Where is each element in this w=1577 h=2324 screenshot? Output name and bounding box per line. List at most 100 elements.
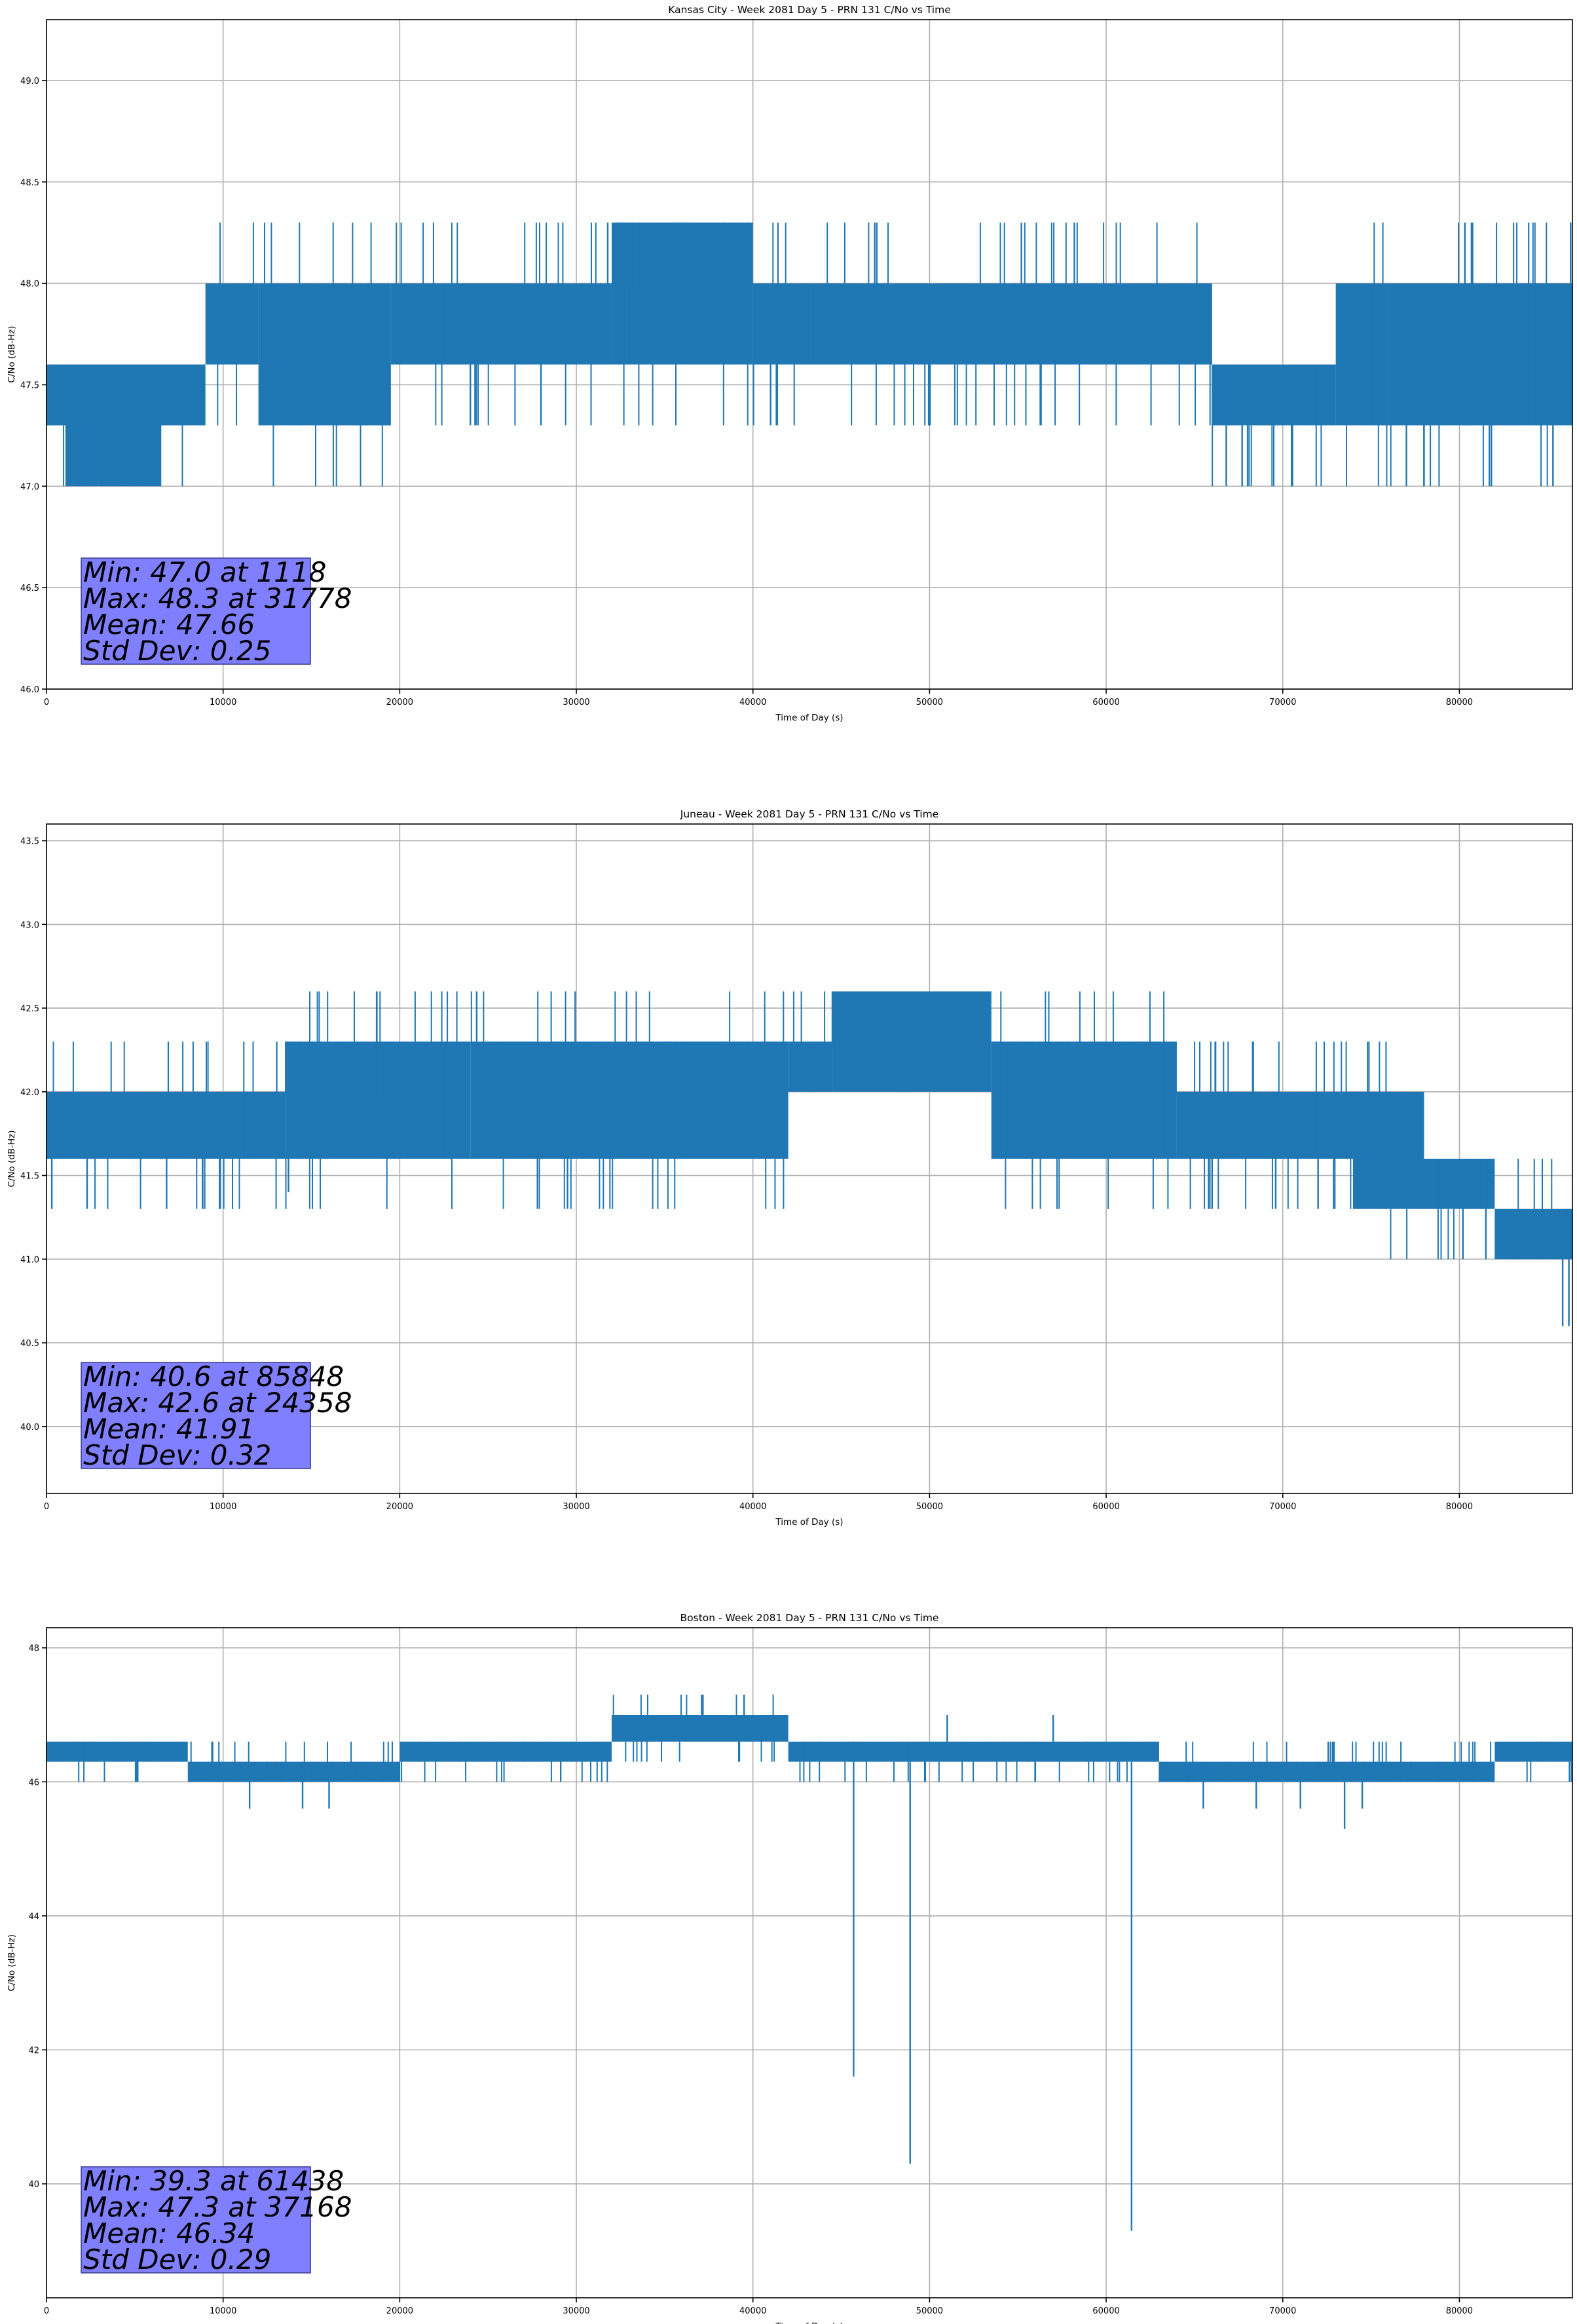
x-tick-label: 60000	[1092, 698, 1119, 707]
x-tick-label: 80000	[1446, 2306, 1473, 2316]
axes-frame	[46, 19, 1573, 690]
x-axis-label: Time of Day (s)	[775, 713, 843, 723]
stats-max: Max: 47.3 at 37168	[83, 2191, 352, 2223]
signal-band	[258, 283, 391, 426]
signal-band	[46, 1741, 188, 1762]
signal-band	[752, 283, 1212, 365]
x-tick-label: 40000	[739, 1502, 766, 1512]
y-axis-label: C/No (dB-Hz)	[7, 1934, 17, 1991]
y-tick-label: 40.5	[20, 1339, 39, 1349]
stats-min: Min: 40.6 at 85848	[83, 1360, 344, 1393]
chart-title: Kansas City - Week 2081 Day 5 - PRN 131 …	[668, 4, 951, 16]
tick-labels: 0 10000 20000 30000 40000 50000 60000 70000 8000…	[20, 837, 1473, 1512]
y-tick-label: 46	[28, 1778, 39, 1788]
stats-box-background	[81, 1362, 311, 1469]
stats-min: Min: 47.0 at 1118	[83, 556, 326, 588]
chart-title: Boston - Week 2081 Day 5 - PRN 131 C/No …	[680, 1612, 939, 1624]
signal-band	[46, 364, 66, 426]
signal-band	[399, 1741, 612, 1762]
x-tick-label: 10000	[210, 1502, 236, 1512]
stats-box-background	[81, 557, 311, 665]
stats-max: Max: 48.3 at 31778	[83, 582, 352, 614]
signal-band	[1494, 1209, 1572, 1260]
y-tick-label: 40.0	[20, 1423, 39, 1433]
y-tick-label: 48.0	[20, 280, 39, 290]
signal-band	[1353, 1091, 1424, 1209]
y-tick-label: 40	[28, 2180, 39, 2190]
stats-std: Std Dev: 0.29	[83, 2243, 271, 2276]
y-tick-label: 43.0	[20, 920, 39, 930]
x-axis-label: Time of Day (s)	[775, 1517, 843, 1527]
x-tick-label: 70000	[1269, 1502, 1296, 1512]
axes-frame	[46, 1627, 1573, 2298]
data-series	[46, 991, 1572, 1326]
signal-band	[285, 1041, 471, 1159]
x-tick-label: 0	[44, 698, 49, 707]
x-tick-label: 30000	[563, 1502, 589, 1512]
tick-labels: 0 10000 20000 30000 40000 50000 60000 70000 8000…	[20, 77, 1473, 707]
stats-std: Std Dev: 0.32	[83, 1439, 271, 1471]
y-axis-label: C/No (dB-Hz)	[7, 326, 17, 383]
data-series	[46, 1695, 1572, 2231]
stats-max: Max: 42.6 at 24358	[83, 1387, 352, 1419]
x-tick-label: 60000	[1092, 1502, 1119, 1512]
signal-band	[65, 364, 162, 487]
y-tick-label: 41.0	[20, 1255, 39, 1265]
stats-mean: Mean: 47.66	[83, 609, 255, 641]
signal-band	[991, 1041, 1177, 1159]
x-tick-label: 40000	[739, 2306, 766, 2316]
signal-band	[1388, 283, 1572, 426]
signal-band	[1424, 1159, 1495, 1209]
y-tick-label: 49.0	[20, 77, 39, 86]
signal-band	[1494, 1741, 1572, 1762]
y-tick-label: 42.0	[20, 1088, 39, 1098]
x-tick-label: 20000	[386, 1502, 413, 1512]
stats-min: Min: 39.3 at 61438	[83, 2165, 344, 2197]
y-tick-label: 46.0	[20, 685, 39, 695]
x-tick-label: 70000	[1269, 698, 1296, 707]
signal-band	[187, 1761, 400, 1782]
chart-panel-3: 0 10000 20000 30000 40000 50000 60000 70000 8000…	[7, 1612, 1573, 2324]
chart-title: Juneau - Week 2081 Day 5 - PRN 131 C/No …	[680, 808, 938, 820]
x-tick-label: 80000	[1446, 1502, 1473, 1512]
y-tick-label: 44	[28, 1912, 39, 1922]
stats-box-background	[81, 2166, 311, 2274]
x-tick-label: 20000	[386, 2306, 413, 2316]
x-tick-label: 0	[44, 2306, 49, 2316]
x-tick-label: 60000	[1092, 2306, 1119, 2316]
chart-panel-1: 0 10000 20000 30000 40000 50000 60000 70000 8000…	[7, 4, 1573, 723]
data-series	[46, 222, 1572, 487]
y-axis-label: C/No (dB-Hz)	[7, 1130, 17, 1187]
x-tick-label: 30000	[563, 2306, 589, 2316]
y-tick-label: 48.5	[20, 178, 39, 188]
x-tick-label: 50000	[916, 1502, 943, 1512]
x-tick-label: 30000	[563, 698, 589, 707]
signal-band	[470, 1041, 788, 1159]
x-tick-label: 10000	[210, 698, 236, 707]
signal-band	[161, 364, 206, 426]
x-tick-label: 80000	[1446, 698, 1473, 707]
x-tick-label: 0	[44, 1502, 49, 1512]
stats-mean: Mean: 46.34	[83, 2217, 255, 2249]
x-axis-label: Time of Day (s)	[775, 2321, 843, 2324]
y-tick-label: 42.5	[20, 1004, 39, 1014]
signal-band	[788, 1741, 1159, 1762]
y-tick-label: 41.5	[20, 1172, 39, 1182]
stats-mean: Mean: 41.91	[83, 1413, 255, 1445]
y-tick-label: 47.0	[20, 482, 39, 492]
chart-panel-2: 0 10000 20000 30000 40000 50000 60000 70000 8000…	[7, 808, 1573, 1527]
signal-band	[832, 991, 992, 1092]
signal-band	[390, 283, 612, 365]
y-tick-label: 46.5	[20, 584, 39, 593]
x-tick-label: 50000	[916, 2306, 943, 2316]
stats-std: Std Dev: 0.25	[83, 635, 271, 667]
x-tick-label: 40000	[739, 698, 766, 707]
x-tick-label: 20000	[386, 698, 413, 707]
tick-labels: 0 10000 20000 30000 40000 50000 60000 70000 8000…	[28, 1644, 1473, 2316]
y-tick-label: 47.5	[20, 381, 39, 390]
axes-frame	[46, 823, 1573, 1494]
